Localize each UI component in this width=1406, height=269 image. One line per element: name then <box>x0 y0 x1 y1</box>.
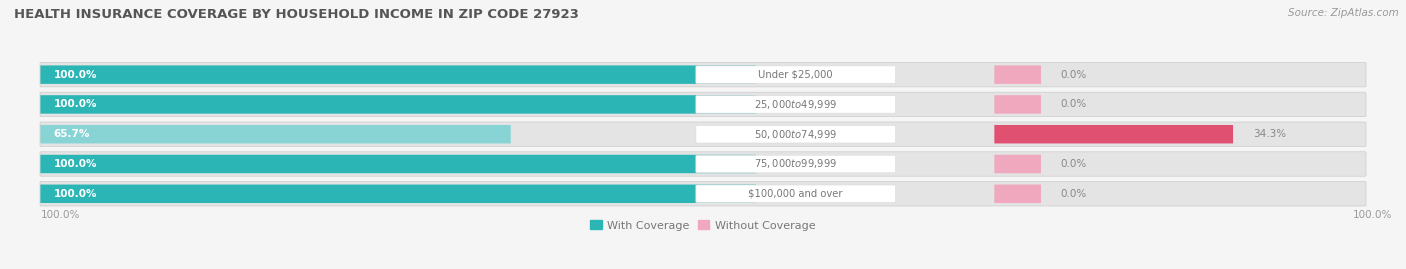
FancyBboxPatch shape <box>39 182 1367 206</box>
FancyBboxPatch shape <box>39 122 1367 146</box>
Text: 34.3%: 34.3% <box>1253 129 1286 139</box>
FancyBboxPatch shape <box>696 185 896 203</box>
FancyBboxPatch shape <box>994 155 1040 173</box>
Text: Under $25,000: Under $25,000 <box>758 70 832 80</box>
FancyBboxPatch shape <box>696 155 896 173</box>
Text: 100.0%: 100.0% <box>1353 210 1392 220</box>
Text: 100.0%: 100.0% <box>53 70 97 80</box>
FancyBboxPatch shape <box>696 96 896 113</box>
FancyBboxPatch shape <box>994 185 1040 203</box>
Text: Source: ZipAtlas.com: Source: ZipAtlas.com <box>1288 8 1399 18</box>
Legend: With Coverage, Without Coverage: With Coverage, Without Coverage <box>586 216 820 235</box>
FancyBboxPatch shape <box>41 95 756 114</box>
Text: 0.0%: 0.0% <box>1060 70 1087 80</box>
Text: 0.0%: 0.0% <box>1060 189 1087 199</box>
FancyBboxPatch shape <box>41 185 756 203</box>
Text: $50,000 to $74,999: $50,000 to $74,999 <box>754 128 838 141</box>
Text: 100.0%: 100.0% <box>41 210 80 220</box>
Text: $75,000 to $99,999: $75,000 to $99,999 <box>754 157 838 171</box>
FancyBboxPatch shape <box>39 62 1367 87</box>
Text: 100.0%: 100.0% <box>53 100 97 109</box>
Text: 65.7%: 65.7% <box>53 129 90 139</box>
FancyBboxPatch shape <box>994 65 1040 84</box>
FancyBboxPatch shape <box>696 125 896 143</box>
FancyBboxPatch shape <box>39 92 1367 117</box>
Text: 0.0%: 0.0% <box>1060 100 1087 109</box>
FancyBboxPatch shape <box>994 95 1040 114</box>
Text: 100.0%: 100.0% <box>53 159 97 169</box>
FancyBboxPatch shape <box>41 155 756 173</box>
Text: 100.0%: 100.0% <box>53 189 97 199</box>
Text: HEALTH INSURANCE COVERAGE BY HOUSEHOLD INCOME IN ZIP CODE 27923: HEALTH INSURANCE COVERAGE BY HOUSEHOLD I… <box>14 8 579 21</box>
FancyBboxPatch shape <box>39 152 1367 176</box>
FancyBboxPatch shape <box>696 66 896 83</box>
Text: $25,000 to $49,999: $25,000 to $49,999 <box>754 98 838 111</box>
FancyBboxPatch shape <box>41 65 756 84</box>
FancyBboxPatch shape <box>41 125 510 143</box>
Text: $100,000 and over: $100,000 and over <box>748 189 844 199</box>
FancyBboxPatch shape <box>994 125 1233 143</box>
Text: 0.0%: 0.0% <box>1060 159 1087 169</box>
